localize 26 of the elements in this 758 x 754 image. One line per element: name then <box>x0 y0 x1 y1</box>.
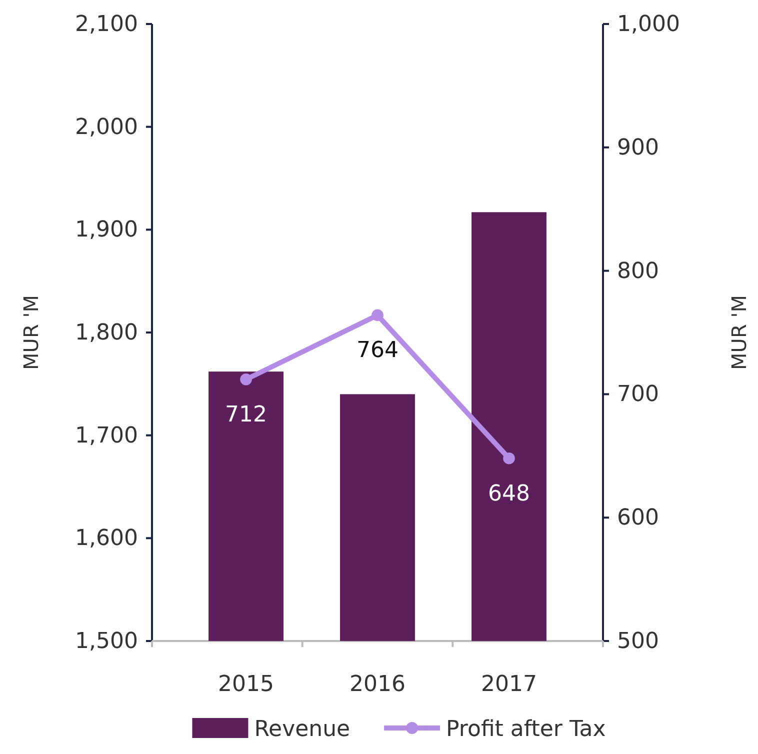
data-label: 712 <box>225 402 268 428</box>
point <box>240 373 252 386</box>
point <box>503 452 515 464</box>
x-tick-label: 2015 <box>218 672 274 697</box>
y-tick-label: 1,600 <box>75 526 138 552</box>
data-label: 764 <box>356 338 398 364</box>
x-tick-label: 2016 <box>350 672 406 697</box>
y2-axis-title: MUR 'M <box>727 295 751 370</box>
y2-tick-label: 600 <box>617 506 659 531</box>
y-tick-label: 2,000 <box>75 114 138 140</box>
point <box>372 309 384 322</box>
y2-tick-label: 700 <box>617 382 659 408</box>
y-tick-label: 2,100 <box>75 12 138 38</box>
y2-tick-label: 900 <box>617 135 659 160</box>
x-tick-label: 2017 <box>480 672 537 697</box>
y2-tick-label: 1,000 <box>617 12 680 38</box>
y-tick-label: 1,500 <box>75 629 138 654</box>
y2-tick-label: 800 <box>617 258 659 284</box>
data-label: 648 <box>488 481 530 506</box>
y-tick-label: 1,800 <box>75 320 138 346</box>
legend-label: Profit after Tax <box>446 717 606 742</box>
y-axis-title: MUR 'M <box>19 295 43 370</box>
legend-label: Revenue <box>254 717 350 742</box>
y2-tick-label: 500 <box>617 629 659 654</box>
y-tick-label: 1,900 <box>75 218 138 243</box>
y-tick-label: 1,700 <box>75 423 138 448</box>
